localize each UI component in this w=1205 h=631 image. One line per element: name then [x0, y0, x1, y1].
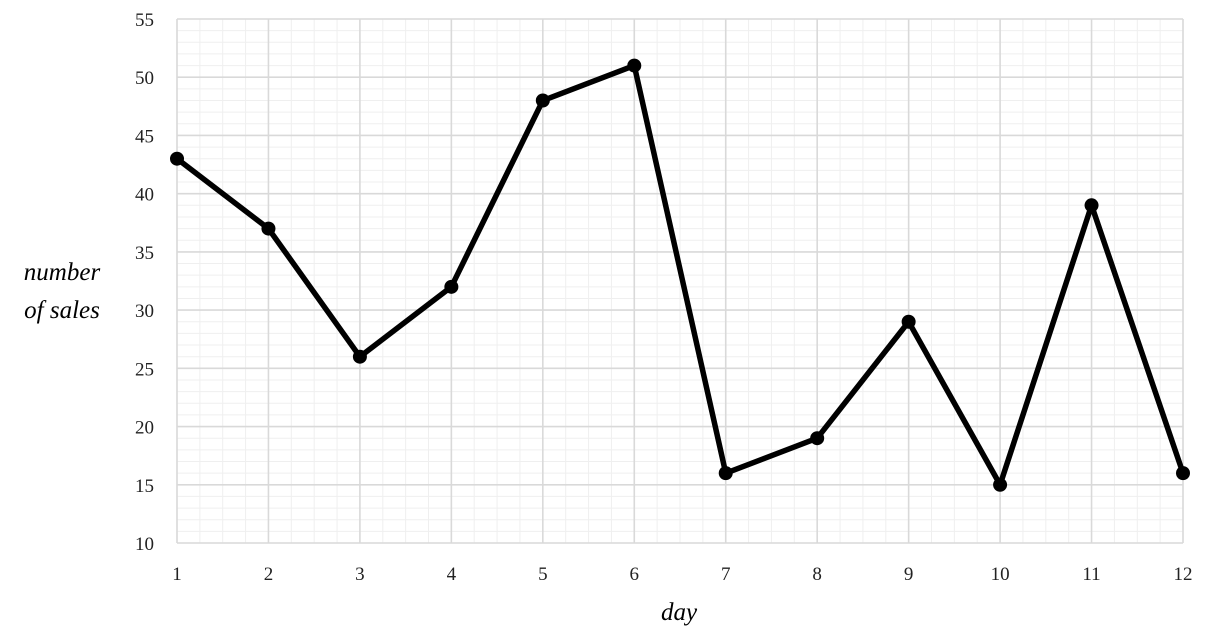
x-tick-label: 7	[721, 564, 731, 585]
data-point	[535, 93, 550, 108]
data-point	[901, 314, 916, 329]
x-tick-label: 1	[172, 564, 182, 585]
y-tick-label: 55	[135, 10, 154, 31]
data-point	[170, 151, 184, 166]
data-point	[627, 58, 642, 73]
x-axis-title: day	[661, 599, 698, 626]
x-tick-label: 2	[264, 564, 274, 585]
data-point	[444, 279, 459, 294]
x-tick-label: 11	[1082, 564, 1100, 585]
minor-grid	[177, 19, 1183, 543]
y-tick-label: 20	[135, 418, 154, 439]
x-tick-labels: 1 2 3 4 5 6 7 8 9 10 11 12	[172, 564, 1192, 585]
x-tick-label: 3	[355, 564, 365, 585]
y-tick-label: 30	[135, 301, 154, 322]
x-tick-label: 12	[1174, 564, 1193, 585]
data-point	[261, 221, 276, 236]
x-tick-label: 10	[991, 564, 1010, 585]
y-tick-label: 45	[135, 126, 154, 147]
y-axis-title-line-1: number	[24, 259, 101, 286]
y-tick-label: 40	[135, 185, 154, 206]
data-point	[1176, 466, 1190, 481]
y-tick-labels: 10 15 20 25 30 35 40 45 50 55	[135, 10, 154, 555]
series-group	[170, 58, 1190, 492]
x-tick-label: 5	[538, 564, 548, 585]
x-tick-label: 6	[630, 564, 640, 585]
data-point	[1084, 198, 1099, 213]
y-tick-label: 50	[135, 68, 154, 89]
y-tick-label: 15	[135, 476, 154, 497]
data-point	[352, 349, 367, 364]
x-tick-label: 9	[904, 564, 914, 585]
data-point	[718, 466, 733, 481]
x-tick-label: 4	[447, 564, 457, 585]
y-tick-label: 10	[135, 534, 154, 555]
y-axis-title-line-2: of sales	[24, 297, 100, 324]
y-tick-label: 25	[135, 359, 154, 380]
series-line	[174, 62, 1186, 488]
y-tick-label: 35	[135, 243, 154, 264]
major-grid	[176, 18, 1184, 544]
x-tick-label: 8	[812, 564, 822, 585]
data-point	[993, 477, 1008, 492]
data-point	[810, 431, 825, 446]
